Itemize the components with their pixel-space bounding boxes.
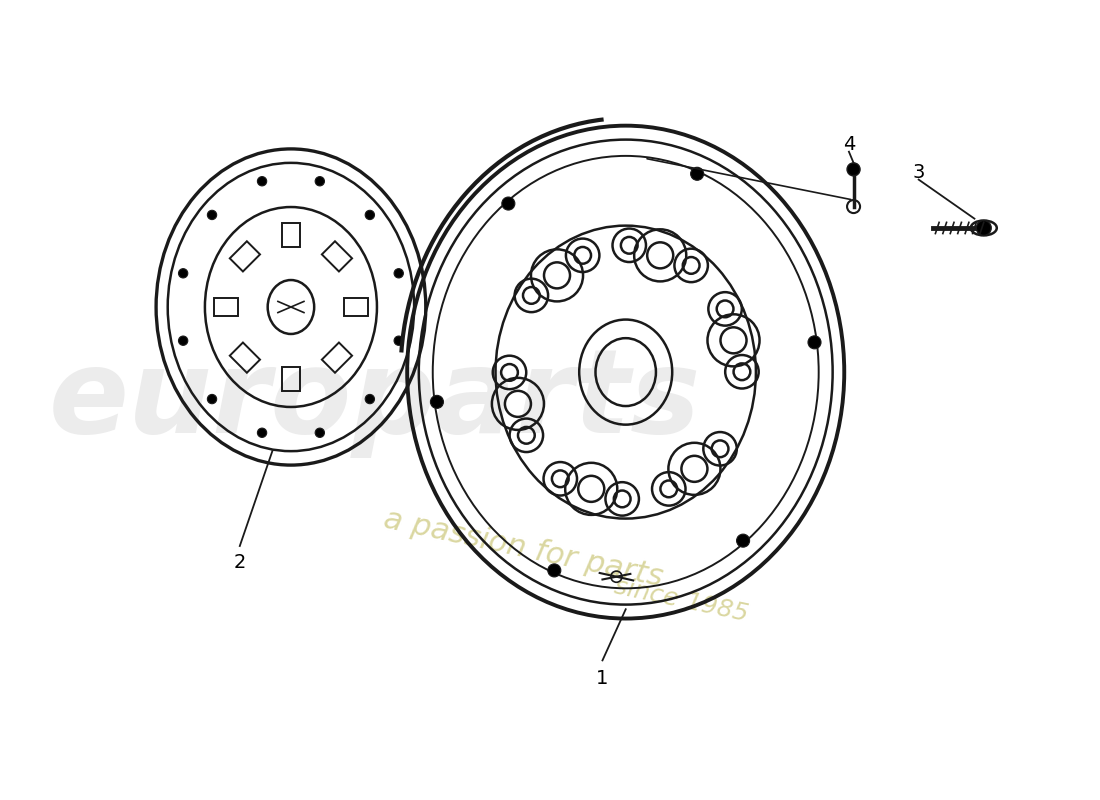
Text: 1: 1 [596, 670, 608, 689]
Circle shape [178, 336, 188, 346]
Circle shape [394, 336, 404, 346]
Circle shape [394, 269, 404, 278]
Circle shape [316, 177, 324, 186]
Text: europarts: europarts [48, 342, 701, 458]
Circle shape [737, 534, 749, 547]
Circle shape [691, 167, 704, 180]
Circle shape [178, 269, 188, 278]
Circle shape [548, 564, 561, 577]
Text: since 1985: since 1985 [613, 574, 751, 626]
Circle shape [430, 395, 443, 408]
Circle shape [365, 394, 374, 404]
Circle shape [847, 163, 860, 176]
Circle shape [977, 221, 991, 235]
Text: 4: 4 [843, 134, 855, 154]
Text: 3: 3 [913, 162, 925, 182]
Text: a passion for parts: a passion for parts [381, 505, 666, 593]
Circle shape [208, 394, 217, 404]
Circle shape [257, 177, 266, 186]
Circle shape [502, 197, 515, 210]
Circle shape [365, 210, 374, 219]
Circle shape [808, 336, 821, 349]
Circle shape [208, 210, 217, 219]
Text: 2: 2 [233, 554, 246, 572]
Circle shape [257, 428, 266, 438]
Circle shape [316, 428, 324, 438]
